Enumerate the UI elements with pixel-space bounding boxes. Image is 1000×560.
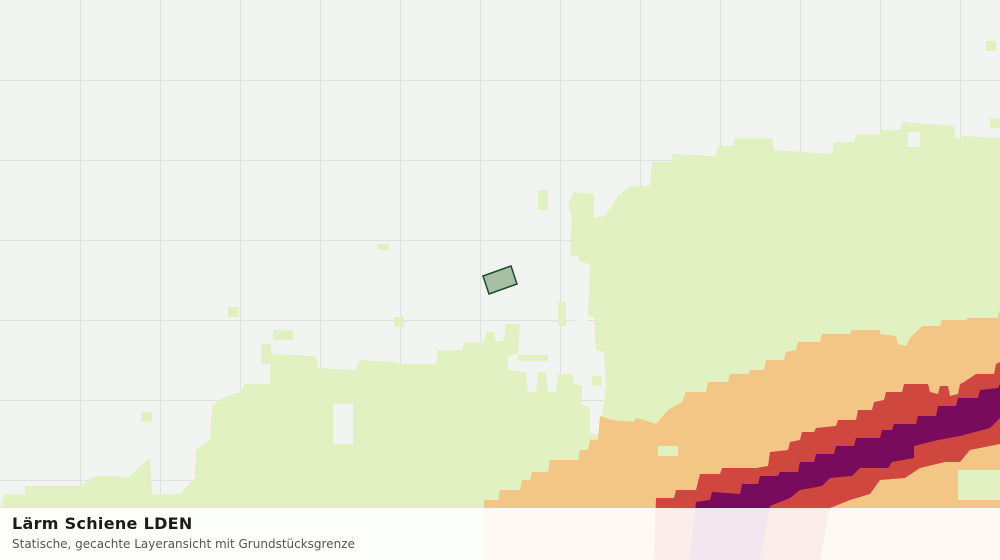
parcel-boundary[interactable] — [482, 265, 518, 295]
noise-patches — [141, 41, 1000, 422]
noise-patch — [658, 446, 678, 456]
noise-zone-mid — [483, 310, 1000, 560]
caption-panel: Lärm Schiene LDEN Statische, gecachte La… — [0, 508, 1000, 560]
layer-title: Lärm Schiene LDEN — [12, 514, 193, 533]
noise-patch — [958, 470, 1000, 500]
layer-subtitle: Statische, gecachte Layeransicht mit Gru… — [12, 537, 355, 551]
quiet-gaps — [333, 132, 920, 444]
